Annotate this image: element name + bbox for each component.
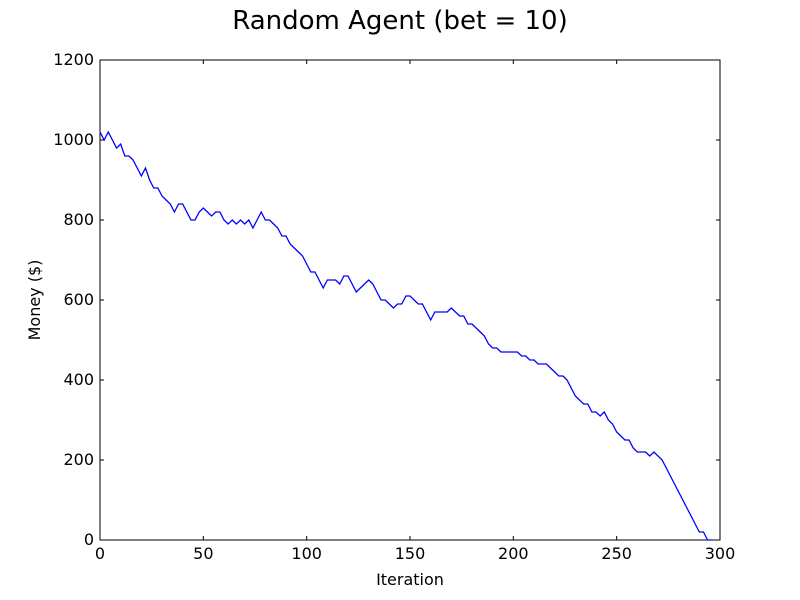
y-tick-label: 0	[84, 530, 94, 549]
x-tick-label: 250	[601, 544, 632, 563]
chart-title: Random Agent (bet = 10)	[232, 6, 568, 36]
x-tick-label: 0	[95, 544, 105, 563]
x-tick-label: 100	[291, 544, 322, 563]
ticks-group	[99, 59, 721, 541]
x-tick-label: 200	[498, 544, 529, 563]
y-tick-label: 600	[63, 290, 94, 309]
axes-frame	[99, 59, 721, 541]
y-tick-label: 200	[63, 450, 94, 469]
x-tick-label: 300	[705, 544, 736, 563]
x-axis-title: Iteration	[376, 570, 444, 589]
y-tick-label: 800	[63, 210, 94, 229]
y-axis-title: Money ($)	[25, 260, 44, 341]
y-tick-label: 1000	[53, 130, 94, 149]
x-tick-label: 150	[395, 544, 426, 563]
tick-labels-group: 0 50 100 150 200 250 300 0 200 400 600 800 1000 1200	[53, 50, 735, 563]
series-line-money	[99, 130, 712, 541]
x-tick-label: 50	[193, 544, 213, 563]
y-tick-label: 1200	[53, 50, 94, 69]
y-tick-label: 400	[63, 370, 94, 389]
